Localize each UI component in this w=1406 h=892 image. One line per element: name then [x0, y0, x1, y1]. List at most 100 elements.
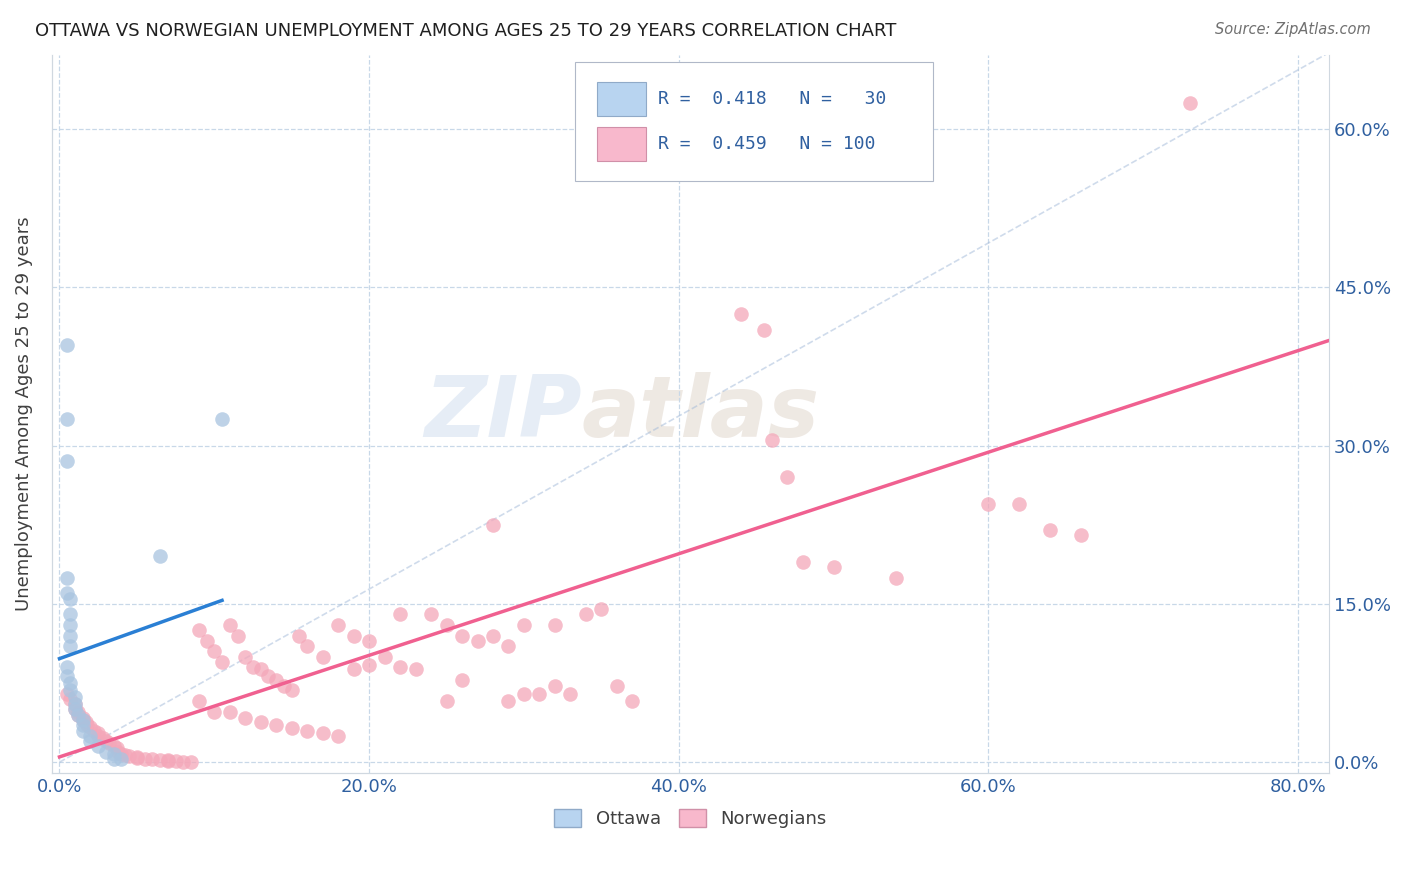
Point — [63, 702, 86, 716]
Point — [72, 713, 94, 727]
Point — [233, 649, 256, 664]
Point — [1070, 528, 1092, 542]
Point — [87, 739, 110, 754]
Point — [591, 602, 613, 616]
Point — [59, 607, 82, 622]
Point — [59, 676, 82, 690]
Point — [544, 618, 567, 632]
Point — [977, 497, 1000, 511]
Point — [328, 618, 350, 632]
Point — [560, 687, 582, 701]
Point — [436, 618, 458, 632]
Point — [257, 668, 280, 682]
Point — [149, 549, 172, 564]
Point — [529, 687, 551, 701]
Text: OTTAWA VS NORWEGIAN UNEMPLOYMENT AMONG AGES 25 TO 29 YEARS CORRELATION CHART: OTTAWA VS NORWEGIAN UNEMPLOYMENT AMONG A… — [35, 22, 897, 40]
Point — [226, 629, 249, 643]
Point — [94, 745, 117, 759]
Point — [56, 338, 79, 352]
Point — [72, 718, 94, 732]
Text: R =  0.459   N = 100: R = 0.459 N = 100 — [658, 135, 876, 153]
Bar — [598, 127, 645, 161]
Point — [63, 697, 86, 711]
Point — [498, 694, 520, 708]
Point — [436, 694, 458, 708]
Point — [389, 607, 412, 622]
Point — [273, 679, 295, 693]
Point — [730, 307, 752, 321]
Point — [218, 705, 240, 719]
Point — [218, 618, 240, 632]
Point — [63, 702, 86, 716]
Point — [87, 729, 110, 743]
Point — [67, 707, 90, 722]
Point — [374, 649, 396, 664]
Point — [280, 722, 302, 736]
Point — [105, 741, 128, 756]
Point — [467, 633, 489, 648]
Point — [730, 148, 752, 162]
Point — [498, 639, 520, 653]
Point — [114, 747, 136, 762]
Point — [1008, 497, 1031, 511]
Point — [1039, 523, 1062, 537]
Point — [249, 662, 271, 676]
Point — [110, 752, 132, 766]
Point — [264, 718, 287, 732]
Point — [156, 754, 179, 768]
Point — [56, 454, 79, 468]
Point — [56, 687, 79, 701]
Point — [72, 723, 94, 738]
Point — [792, 555, 814, 569]
Point — [776, 470, 799, 484]
Point — [264, 673, 287, 687]
Point — [72, 713, 94, 727]
Point — [482, 629, 505, 643]
Point — [118, 748, 141, 763]
Point — [59, 618, 82, 632]
Point — [233, 711, 256, 725]
Point — [202, 644, 225, 658]
Point — [56, 412, 79, 426]
Point — [63, 690, 86, 704]
Point — [59, 683, 82, 698]
Point — [343, 629, 366, 643]
Point — [107, 745, 129, 759]
Point — [451, 673, 474, 687]
Point — [405, 662, 427, 676]
Point — [67, 707, 90, 722]
Text: atlas: atlas — [582, 373, 820, 456]
Point — [606, 679, 628, 693]
Point — [56, 586, 79, 600]
Point — [180, 755, 202, 769]
Point — [76, 718, 98, 732]
Point — [149, 753, 172, 767]
Point — [195, 633, 218, 648]
Point — [295, 639, 318, 653]
Point — [134, 752, 156, 766]
Point — [389, 660, 412, 674]
Point — [884, 570, 907, 584]
Point — [103, 747, 125, 761]
Point — [59, 639, 82, 653]
Point — [141, 752, 163, 766]
Point — [172, 755, 194, 769]
Point — [87, 725, 110, 739]
Point — [343, 662, 366, 676]
Bar — [598, 82, 645, 116]
Point — [110, 747, 132, 761]
Point — [75, 715, 97, 730]
Point — [103, 739, 125, 754]
Point — [156, 753, 179, 767]
Point — [211, 412, 233, 426]
Point — [544, 679, 567, 693]
Y-axis label: Unemployment Among Ages 25 to 29 years: Unemployment Among Ages 25 to 29 years — [15, 217, 32, 611]
Point — [91, 731, 114, 745]
Point — [575, 607, 598, 622]
Point — [288, 629, 311, 643]
Point — [59, 591, 82, 606]
Point — [79, 720, 101, 734]
Point — [83, 723, 105, 738]
Point — [823, 560, 845, 574]
Point — [187, 624, 209, 638]
